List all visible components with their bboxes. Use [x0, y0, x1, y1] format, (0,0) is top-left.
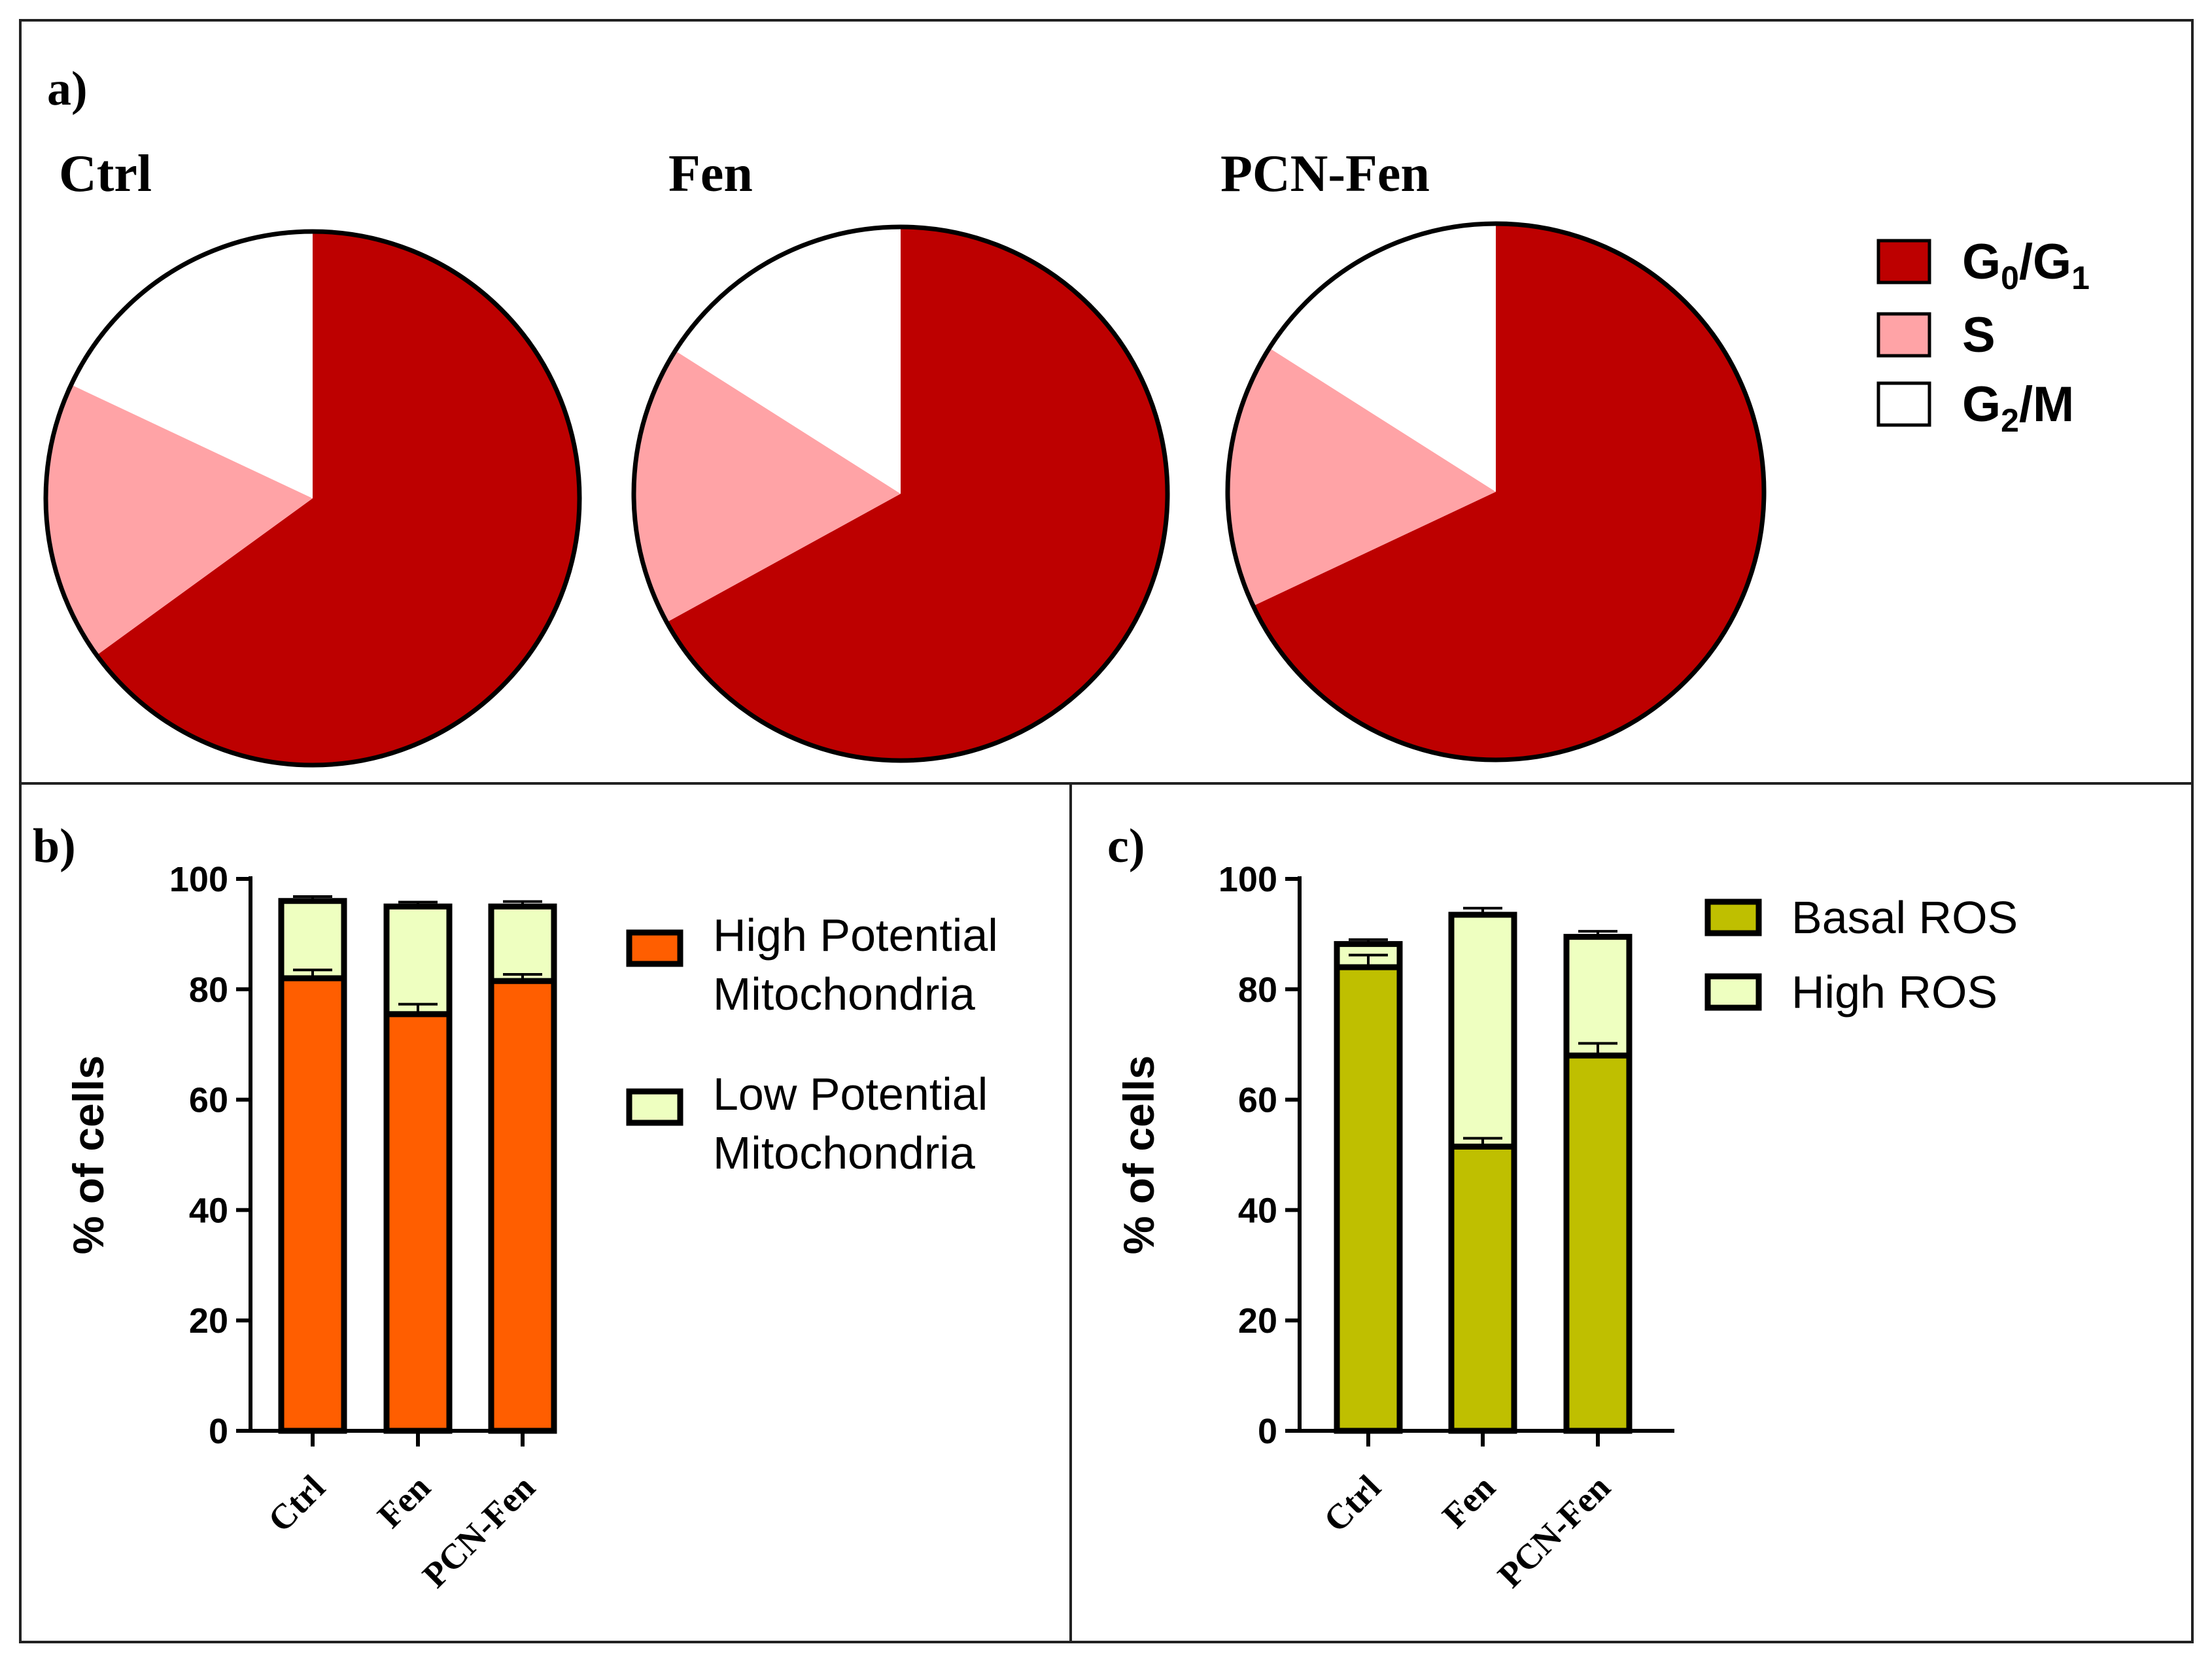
legend-swatch [626, 1088, 683, 1126]
bar-high-potential-mitochondria-pcn-fen [488, 978, 557, 1434]
legend-label: Basal ROS [1791, 892, 2018, 943]
pie-title: Fen [668, 145, 753, 203]
panel-c-label: c) [1107, 819, 1145, 873]
y-tick-label: 40 [1238, 1191, 1277, 1230]
y-tick-label: 0 [1258, 1412, 1277, 1451]
panel-c-frame [1069, 782, 2194, 1643]
pie-outline [631, 224, 1170, 763]
y-tick-label: 80 [1238, 970, 1277, 1010]
legend-swatch [1704, 973, 1762, 1011]
y-tick-label: 40 [189, 1191, 228, 1230]
y-tick-label: 0 [209, 1412, 228, 1451]
legend-swatch [626, 929, 683, 967]
bar-low-potential-mitochondria-fen [383, 903, 453, 1018]
panel-a-label: a) [47, 62, 88, 116]
y-tick-label: 100 [1218, 860, 1277, 899]
pie-slice-s [1227, 348, 1496, 606]
pie-2: PCN-Fen [1220, 145, 1767, 762]
pie-outline [1225, 221, 1767, 762]
bar-basal-ros-pcn-fen [1563, 1052, 1633, 1434]
pie-slice-g2-m [1269, 224, 1496, 492]
pie-slice-s [634, 351, 901, 623]
legend-label-g0g1: G0/G1 [1962, 234, 2090, 296]
y-tick-label: 60 [189, 1081, 228, 1120]
legend-swatch-g2m [1876, 381, 1931, 427]
bar-low-potential-mitochondria-pcn-fen [488, 903, 557, 984]
x-category-label: PCN-Fen [1490, 1467, 1617, 1595]
bar-high-ros-pcn-fen [1563, 934, 1633, 1059]
x-category-label: Ctrl [260, 1467, 332, 1539]
legend-swatch [1704, 899, 1762, 936]
pie-slice-g0-g1 [1253, 224, 1764, 760]
legend-label: High Potential [713, 910, 998, 961]
bar-high-potential-mitochondria-ctrl [278, 975, 347, 1434]
y-tick-label: 20 [189, 1301, 228, 1341]
pie-slice-g2-m [675, 227, 901, 494]
legend-swatch-g0g1 [1876, 239, 1931, 284]
bar-high-ros-fen [1448, 912, 1517, 1150]
x-category-label: Fen [370, 1467, 438, 1535]
x-category-label: PCN-Fen [415, 1467, 542, 1595]
bar-basal-ros-ctrl [1334, 964, 1403, 1434]
legend-label-s: S [1962, 307, 1996, 363]
pie-slice-s [46, 385, 313, 655]
pie-title: PCN-Fen [1220, 145, 1430, 203]
bar-low-potential-mitochondria-ctrl [278, 898, 347, 982]
pie-slice-g2-m [71, 231, 313, 498]
pie-outline [43, 229, 582, 768]
pie-0: Ctrl [43, 145, 582, 768]
x-category-label: Ctrl [1316, 1467, 1388, 1539]
pie-legend: G0/G1 S G2/M [1876, 234, 2090, 439]
y-tick-label: 80 [189, 970, 228, 1010]
bar-basal-ros-fen [1448, 1143, 1517, 1434]
bar-high-potential-mitochondria-fen [383, 1011, 453, 1434]
legend-label: Mitochondria [713, 1127, 975, 1178]
legend-label: Low Potential [713, 1069, 988, 1120]
y-tick-label: 100 [169, 860, 228, 899]
legend-swatch-s [1876, 312, 1931, 358]
legend-label: High ROS [1791, 967, 1997, 1018]
x-category-label: Fen [1435, 1467, 1503, 1535]
panel-b-label: b) [33, 819, 76, 873]
pie-slice-g0-g1 [666, 227, 1168, 761]
pie-1: Fen [631, 145, 1170, 763]
pie-chart-group: Ctrl Fen PCN-Fen [43, 145, 1767, 768]
y-axis-title: % of cells [64, 1055, 112, 1254]
y-tick-label: 60 [1238, 1081, 1277, 1120]
legend-label-g2m: G2/M [1962, 377, 2074, 439]
pie-slice-g0-g1 [96, 231, 580, 766]
legend-label: Mitochondria [713, 968, 975, 1019]
pie-title: Ctrl [59, 145, 152, 203]
y-axis-title: % of cells [1115, 1055, 1163, 1254]
y-tick-label: 20 [1238, 1301, 1277, 1341]
